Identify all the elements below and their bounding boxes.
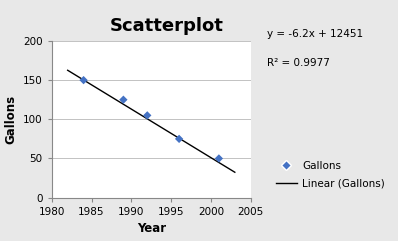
Legend: Gallons, Linear (Gallons): Gallons, Linear (Gallons) <box>272 157 389 192</box>
Point <box>80 78 87 82</box>
Y-axis label: Gallons: Gallons <box>4 95 18 144</box>
Point <box>144 114 150 117</box>
Point <box>216 157 222 161</box>
Text: R² = 0.9977: R² = 0.9977 <box>267 58 330 68</box>
X-axis label: Year: Year <box>137 222 166 235</box>
Point <box>176 137 182 141</box>
Text: Scatterplot: Scatterplot <box>110 17 224 35</box>
Text: y = -6.2x + 12451: y = -6.2x + 12451 <box>267 29 363 39</box>
Point <box>120 98 127 102</box>
